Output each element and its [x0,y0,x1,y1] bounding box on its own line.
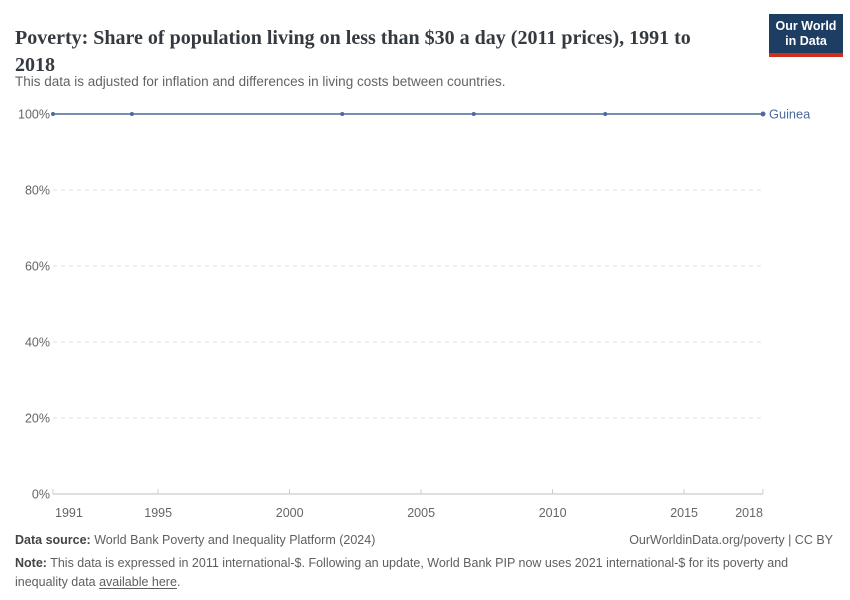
line-chart-plot[interactable]: 0% 20% 40% 60% 80% 100% 1991 1995 2000 2005 2010 20… [0,100,850,524]
owid-logo[interactable]: Our World in Data [769,14,843,57]
chart-footer: Data source: World Bank Poverty and Ineq… [15,531,833,592]
x-tick-label: 2018 [735,506,763,520]
data-point[interactable] [760,111,766,117]
x-tick-label: 1995 [144,506,172,520]
note-text: This data is expressed in 2011 internati… [15,556,789,589]
y-tick-label: 0% [32,488,50,502]
y-tick-label: 80% [25,184,50,198]
chart-title: Poverty: Share of population living on l… [15,27,691,77]
x-tick-label: 1991 [55,506,83,520]
entity-label[interactable]: Guinea [769,107,811,122]
data-point[interactable] [471,112,476,116]
y-tick-label: 60% [25,260,50,274]
x-tick-label: 2005 [407,506,435,520]
note-label: Note: [15,556,47,570]
owid-logo-line1: Our World [775,19,837,33]
data-source: Data source: World Bank Poverty and Ineq… [15,531,375,550]
x-tick-label: 2000 [276,506,304,520]
y-tick-label: 20% [25,412,50,426]
chart-subtitle: This data is adjusted for inflation and … [15,74,506,89]
note-period: . [176,575,181,589]
data-source-text: World Bank Poverty and Inequality Platfo… [90,533,376,547]
x-tick-label: 2010 [539,506,567,520]
rights-text[interactable]: OurWorldinData.org/poverty | CC BY [629,533,833,547]
owid-logo-line2: in Data [785,34,827,48]
x-tick-label: 2015 [670,506,698,520]
data-source-label: Data source: [15,533,91,547]
data-point[interactable] [340,112,345,116]
data-point[interactable] [51,112,55,116]
y-tick-label: 100% [18,108,50,122]
y-tick-label: 40% [25,336,50,350]
data-point[interactable] [603,112,608,116]
data-point[interactable] [129,112,134,116]
chart-note: Note: This data is expressed in 2011 int… [15,554,833,592]
note-link[interactable]: available here [99,575,177,589]
